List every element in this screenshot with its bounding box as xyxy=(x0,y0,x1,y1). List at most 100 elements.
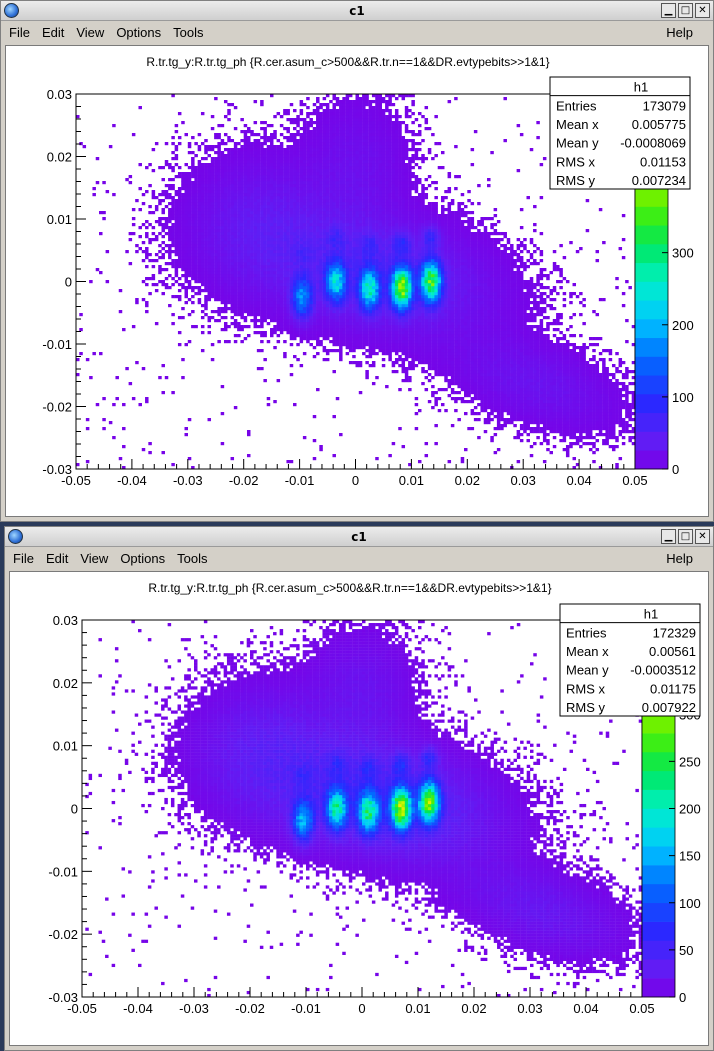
menu-tools[interactable]: Tools xyxy=(173,24,204,40)
heatmap-cell xyxy=(260,163,264,167)
heatmap-cell xyxy=(151,226,156,230)
heatmap-cell xyxy=(362,316,366,320)
heatmap-cell xyxy=(335,316,340,320)
heatmap-cell xyxy=(270,133,274,137)
heatmap-cell xyxy=(253,193,258,197)
heatmap-cell xyxy=(299,235,304,239)
heatmap-cell xyxy=(230,316,235,320)
minimize-button[interactable]: ▁ xyxy=(661,3,676,18)
heatmap-cell xyxy=(256,319,261,323)
heatmap-cell xyxy=(283,283,287,287)
heatmap-cell xyxy=(355,316,359,320)
heatmap-cell xyxy=(263,235,267,239)
heatmap-cell xyxy=(299,247,304,251)
heatmap-cell xyxy=(335,142,340,146)
heatmap-cell xyxy=(302,187,307,191)
heatmap-cell xyxy=(270,94,274,98)
menu-view[interactable]: View xyxy=(76,24,105,40)
heatmap-cell xyxy=(168,178,172,182)
heatmap-cell xyxy=(286,136,290,140)
heatmap-cell xyxy=(250,247,254,251)
heatmap-cell xyxy=(171,178,175,182)
heatmap-cell xyxy=(385,301,389,305)
heatmap-cell xyxy=(362,172,366,176)
heatmap-cell xyxy=(302,181,307,185)
heatmap-cell xyxy=(214,220,218,224)
heatmap-cell xyxy=(302,289,307,293)
heatmap-cell xyxy=(240,262,244,266)
heatmap-cell xyxy=(325,250,330,254)
heatmap-cell xyxy=(200,241,205,245)
heatmap-cell xyxy=(378,178,383,182)
title-bar[interactable]: c1 ▁ □ ✕ xyxy=(1,1,713,21)
heatmap-cell xyxy=(279,178,284,182)
heatmap-cell xyxy=(368,109,373,113)
heatmap-cell xyxy=(177,187,182,191)
heatmap-cell xyxy=(233,301,238,305)
heatmap-cell xyxy=(352,238,356,242)
heatmap-cell xyxy=(217,268,221,272)
heatmap-cell xyxy=(286,295,290,299)
heatmap-cell xyxy=(339,238,343,242)
heatmap-cell xyxy=(302,322,307,326)
heatmap-cell xyxy=(194,262,198,266)
heatmap-cell xyxy=(352,145,356,149)
heatmap-cell xyxy=(355,223,359,227)
heatmap-cell xyxy=(250,214,254,218)
heatmap-cell xyxy=(375,283,379,287)
heatmap-cell xyxy=(368,148,373,152)
menu-options[interactable]: Options xyxy=(116,24,162,40)
heatmap-cell xyxy=(200,157,205,161)
menu-file[interactable]: File xyxy=(9,24,30,40)
histogram-plot[interactable]: R.tr.tg_y:R.tr.tg_ph {R.cer.asum_c>500&&… xyxy=(6,46,710,518)
heatmap-cell xyxy=(385,235,389,239)
heatmap-cell xyxy=(273,313,277,317)
menu-edit[interactable]: Edit xyxy=(41,24,65,40)
heatmap-cell xyxy=(237,190,241,194)
heatmap-cell xyxy=(345,154,350,158)
heatmap-cell xyxy=(279,295,284,299)
heatmap-cell xyxy=(246,136,251,140)
heatmap-cell xyxy=(293,298,297,302)
heatmap-cell xyxy=(220,268,225,272)
heatmap-cell xyxy=(299,118,304,122)
heatmap-cell xyxy=(388,331,392,335)
heatmap-cell xyxy=(177,199,182,203)
heatmap-cell xyxy=(240,217,244,221)
heatmap-cell xyxy=(184,259,188,263)
heatmap-cell xyxy=(355,157,359,161)
heatmap-cell xyxy=(187,271,192,275)
heatmap-cell xyxy=(184,295,188,299)
heatmap-cell xyxy=(151,277,156,281)
heatmap-cell xyxy=(391,268,396,272)
heatmap-cell xyxy=(319,268,323,272)
heatmap-cell xyxy=(388,286,392,290)
heatmap-cell xyxy=(207,241,212,245)
heatmap-cell xyxy=(348,112,353,116)
heatmap-cell xyxy=(141,193,146,197)
heatmap-cell xyxy=(233,208,238,212)
heatmap-cell xyxy=(362,259,366,263)
heatmap-cell xyxy=(375,274,379,278)
heatmap-cell xyxy=(312,322,317,326)
heatmap-cell xyxy=(385,151,389,155)
heatmap-cell xyxy=(233,307,238,311)
heatmap-cell xyxy=(375,181,379,185)
heatmap-cell xyxy=(355,286,359,290)
close-button[interactable]: ✕ xyxy=(695,3,710,18)
heatmap-cell xyxy=(342,325,346,329)
plot-canvas[interactable]: R.tr.tg_y:R.tr.tg_ph {R.cer.asum_c>500&&… xyxy=(5,45,709,517)
heatmap-cell xyxy=(358,199,363,203)
heatmap-cell xyxy=(273,133,277,137)
heatmap-cell xyxy=(263,196,267,200)
heatmap-cell xyxy=(368,292,373,296)
heatmap-cell xyxy=(181,244,185,248)
heatmap-cell xyxy=(161,283,165,287)
menu-help[interactable]: Help xyxy=(666,24,693,40)
heatmap-cell xyxy=(289,286,294,290)
heatmap-cell xyxy=(237,169,241,173)
heatmap-cell xyxy=(322,121,327,125)
heatmap-cell xyxy=(355,322,359,326)
heatmap-cell xyxy=(322,325,327,329)
maximize-button[interactable]: □ xyxy=(678,3,693,18)
